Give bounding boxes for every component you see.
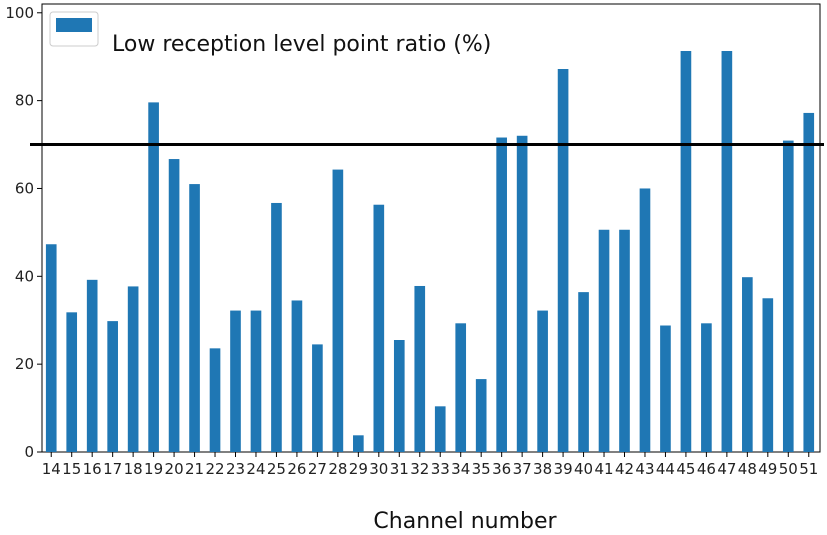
bar-channel-34	[455, 323, 467, 452]
x-tick-label: 49	[758, 460, 777, 478]
x-tick-label: 18	[124, 460, 143, 478]
x-tick-label: 30	[369, 460, 388, 478]
bar-channel-51	[803, 112, 815, 453]
x-axis-label: Channel number	[373, 509, 557, 534]
legend: Low reception level point ratio (%)	[49, 11, 491, 57]
x-tick-labels: 14 15 16 17 18 19 20 21 22 23 24 25 26 27 28 29 30 31 32 33…	[42, 452, 818, 478]
x-tick-label: 50	[779, 460, 798, 478]
x-tick-label: 35	[472, 460, 491, 478]
bar-channel-23	[230, 310, 241, 452]
bar-channel-26	[291, 300, 303, 452]
y-tick-label: 40	[15, 267, 34, 285]
x-tick-label: 20	[165, 460, 184, 478]
bar-channel-47	[721, 50, 733, 452]
x-tick-label: 19	[144, 460, 163, 478]
y-tick-labels: 0 20 40 60 80 100	[5, 4, 42, 461]
y-tick-label: 0	[24, 443, 34, 461]
bar-channel-48	[742, 277, 753, 452]
bar-channel-50	[782, 140, 794, 453]
bar-channel-30	[373, 204, 385, 452]
x-tick-label: 45	[676, 460, 695, 478]
bar-channel-37	[516, 135, 528, 452]
bar-channel-21	[189, 184, 200, 452]
axes-frame	[41, 3, 821, 453]
x-tick-label: 39	[554, 460, 573, 478]
legend-label: Low reception level point ratio (%)	[112, 32, 491, 57]
x-tick-label: 51	[799, 460, 818, 478]
bar-channel-16	[86, 279, 98, 452]
x-tick-label: 17	[103, 460, 122, 478]
bar-channel-15	[66, 312, 78, 452]
legend-swatch	[56, 18, 92, 32]
x-tick-label: 36	[492, 460, 511, 478]
y-tick-label: 20	[15, 355, 34, 373]
bar-channel-43	[639, 188, 651, 452]
x-tick-label: 29	[349, 460, 368, 478]
bar-channel-40	[578, 292, 589, 452]
y-tick-label: 80	[15, 92, 34, 110]
bar-channel-28	[332, 169, 344, 452]
bar-channel-35	[475, 379, 487, 452]
bar-channel-14	[45, 244, 57, 452]
x-tick-label: 34	[451, 460, 470, 478]
x-tick-label: 15	[62, 460, 81, 478]
bar-channel-46	[701, 323, 712, 452]
bar-channel-49	[762, 298, 774, 452]
x-tick-label: 41	[594, 460, 613, 478]
bar-channel-19	[148, 102, 159, 453]
bar-channel-22	[209, 348, 221, 452]
y-tick-label: 100	[5, 4, 34, 22]
plot-area	[41, 3, 821, 453]
x-tick-label: 28	[328, 460, 347, 478]
bar-channel-27	[312, 344, 323, 452]
bar-channel-45	[680, 50, 692, 452]
x-tick-label: 38	[533, 460, 552, 478]
bar-channel-17	[107, 321, 118, 452]
bar-channel-38	[537, 310, 548, 452]
x-tick-label: 23	[226, 460, 245, 478]
y-tick-label: 60	[15, 179, 34, 197]
bar-channel-29	[353, 435, 364, 452]
bar-channel-41	[598, 229, 610, 452]
x-tick-label: 14	[42, 460, 61, 478]
x-tick-label: 43	[635, 460, 654, 478]
x-tick-label: 27	[308, 460, 327, 478]
x-tick-label: 21	[185, 460, 204, 478]
x-tick-label: 26	[287, 460, 306, 478]
x-tick-label: 22	[205, 460, 224, 478]
bar-channel-33	[434, 406, 446, 452]
x-tick-label: 47	[717, 460, 736, 478]
x-tick-label: 32	[410, 460, 429, 478]
bars-group	[45, 50, 815, 453]
x-tick-label: 33	[431, 460, 450, 478]
bar-channel-31	[393, 340, 405, 452]
x-tick-label: 40	[574, 460, 593, 478]
x-tick-label: 31	[390, 460, 409, 478]
x-tick-label: 24	[246, 460, 265, 478]
x-tick-label: 37	[513, 460, 532, 478]
bar-channel-44	[660, 325, 671, 452]
x-tick-label: 42	[615, 460, 634, 478]
bar-channel-24	[250, 310, 262, 452]
x-tick-label: 44	[656, 460, 675, 478]
bar-channel-25	[271, 202, 282, 452]
x-tick-label: 46	[697, 460, 716, 478]
x-tick-label: 16	[83, 460, 102, 478]
bar-channel-42	[619, 229, 630, 452]
bar-channel-20	[168, 159, 180, 452]
bar-channel-32	[414, 285, 426, 452]
x-tick-label: 48	[738, 460, 757, 478]
bar-channel-39	[557, 69, 569, 453]
x-tick-label: 25	[267, 460, 286, 478]
bar-channel-18	[127, 286, 139, 452]
bar-channel-36	[496, 137, 507, 452]
